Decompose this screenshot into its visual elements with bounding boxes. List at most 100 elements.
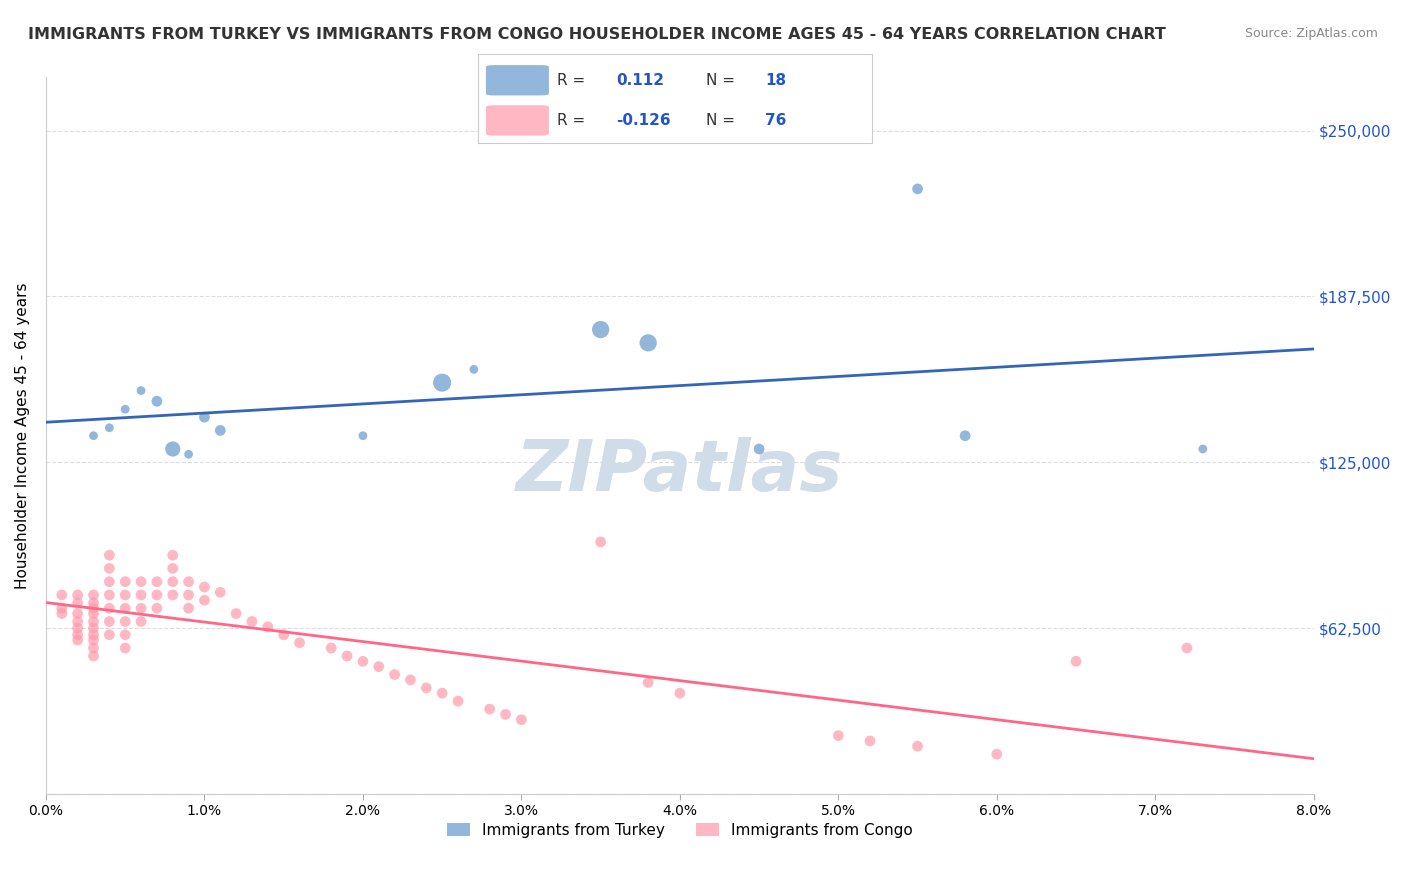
Point: [748, 442, 770, 456]
Point: [240, 615, 263, 629]
Point: [256, 620, 278, 634]
Point: [352, 428, 374, 442]
Point: [114, 628, 136, 642]
Point: [83, 615, 105, 629]
Point: [225, 607, 247, 621]
Point: [162, 442, 184, 456]
Point: [83, 428, 105, 442]
Point: [1191, 442, 1213, 456]
Point: [98, 548, 121, 562]
Point: [83, 588, 105, 602]
Legend: Immigrants from Turkey, Immigrants from Congo: Immigrants from Turkey, Immigrants from …: [441, 816, 918, 844]
Point: [83, 607, 105, 621]
Point: [1064, 654, 1087, 668]
Point: [367, 659, 389, 673]
Point: [66, 596, 89, 610]
Text: R =: R =: [557, 73, 585, 87]
Point: [146, 574, 169, 589]
FancyBboxPatch shape: [486, 105, 548, 136]
Point: [907, 182, 929, 196]
Point: [510, 713, 533, 727]
Point: [66, 628, 89, 642]
Point: [193, 593, 215, 607]
Point: [288, 636, 311, 650]
Point: [66, 588, 89, 602]
Point: [114, 574, 136, 589]
Point: [83, 633, 105, 648]
Point: [447, 694, 470, 708]
Point: [83, 628, 105, 642]
Point: [162, 548, 184, 562]
Text: 18: 18: [765, 73, 786, 87]
FancyBboxPatch shape: [486, 65, 548, 95]
Point: [129, 384, 152, 398]
Point: [146, 394, 169, 409]
Point: [66, 633, 89, 648]
Point: [273, 628, 295, 642]
Point: [98, 601, 121, 615]
Point: [66, 607, 89, 621]
Point: [51, 588, 73, 602]
Point: [114, 641, 136, 656]
Point: [209, 424, 232, 438]
Point: [177, 447, 200, 461]
Point: [114, 615, 136, 629]
Point: [114, 601, 136, 615]
Point: [589, 322, 612, 336]
Point: [162, 588, 184, 602]
Text: N =: N =: [706, 73, 735, 87]
Point: [83, 601, 105, 615]
Point: [321, 641, 343, 656]
Point: [83, 648, 105, 663]
Point: [430, 686, 453, 700]
Point: [478, 702, 501, 716]
Point: [51, 607, 73, 621]
Point: [129, 588, 152, 602]
Point: [66, 615, 89, 629]
Point: [98, 561, 121, 575]
Point: [114, 588, 136, 602]
Y-axis label: Householder Income Ages 45 - 64 years: Householder Income Ages 45 - 64 years: [15, 283, 30, 589]
Text: 0.112: 0.112: [616, 73, 664, 87]
Text: R =: R =: [557, 113, 585, 128]
Point: [177, 588, 200, 602]
Point: [669, 686, 692, 700]
Point: [66, 621, 89, 635]
Point: [827, 729, 849, 743]
Point: [129, 615, 152, 629]
Point: [193, 580, 215, 594]
Point: [129, 574, 152, 589]
Point: [162, 561, 184, 575]
Point: [177, 601, 200, 615]
Point: [83, 621, 105, 635]
Point: [1175, 641, 1198, 656]
Point: [907, 739, 929, 754]
Point: [352, 654, 374, 668]
Text: 76: 76: [765, 113, 787, 128]
Point: [463, 362, 485, 376]
Point: [114, 402, 136, 417]
Text: Source: ZipAtlas.com: Source: ZipAtlas.com: [1244, 27, 1378, 40]
Point: [953, 428, 976, 442]
Point: [98, 574, 121, 589]
Text: -0.126: -0.126: [616, 113, 671, 128]
Point: [589, 534, 612, 549]
Point: [495, 707, 517, 722]
Point: [336, 648, 359, 663]
Point: [859, 734, 882, 748]
Point: [98, 421, 121, 435]
Text: N =: N =: [706, 113, 735, 128]
Point: [177, 574, 200, 589]
Point: [415, 681, 437, 695]
Point: [209, 585, 232, 599]
Point: [384, 667, 406, 681]
Point: [51, 601, 73, 615]
Point: [146, 601, 169, 615]
Point: [83, 596, 105, 610]
Point: [83, 641, 105, 656]
Text: ZIPatlas: ZIPatlas: [516, 437, 844, 506]
Text: IMMIGRANTS FROM TURKEY VS IMMIGRANTS FROM CONGO HOUSEHOLDER INCOME AGES 45 - 64 : IMMIGRANTS FROM TURKEY VS IMMIGRANTS FRO…: [28, 27, 1166, 42]
Point: [637, 675, 659, 690]
Point: [98, 628, 121, 642]
Point: [986, 747, 1008, 762]
